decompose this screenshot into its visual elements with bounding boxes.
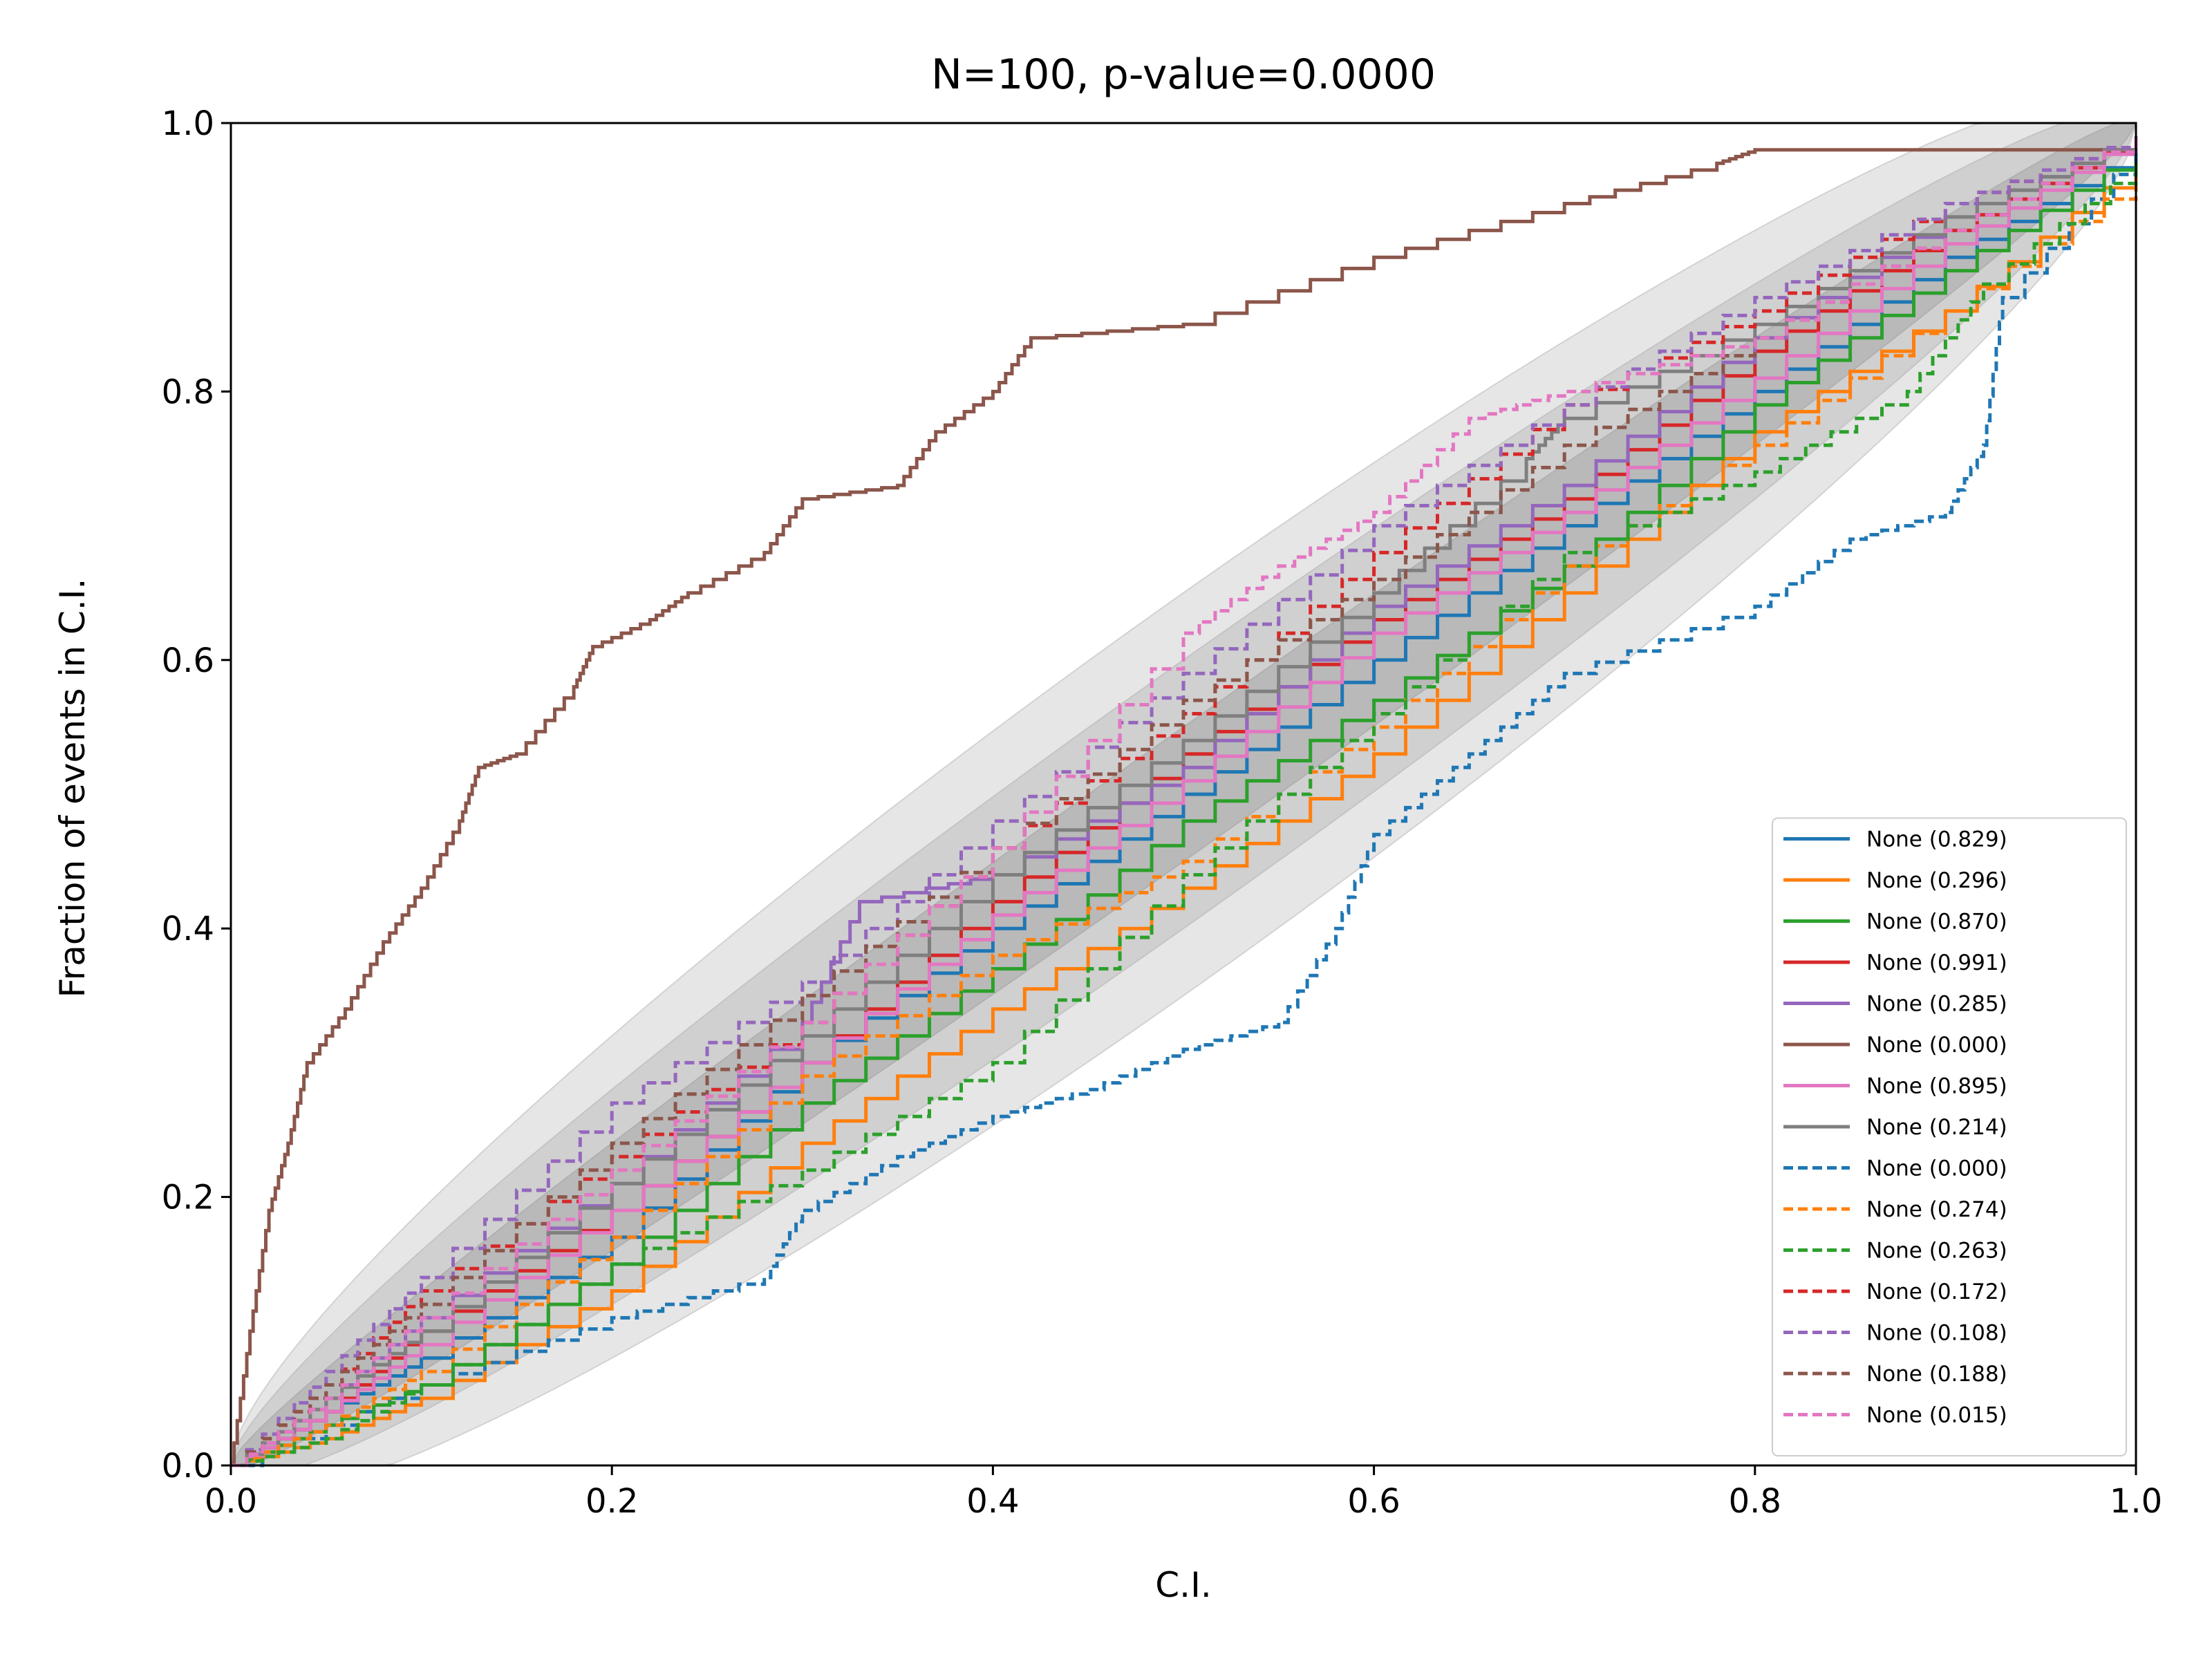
y-tick-label: 0.2 [162,1179,214,1217]
series-line-2 [231,163,2138,1468]
y-tick-label: 0.8 [162,373,214,411]
x-tick-label: 0.4 [966,1482,1019,1521]
y-tick-label: 0.0 [162,1447,214,1485]
y-tick-label: 1.0 [162,104,214,143]
series-line-11 [231,163,2138,1468]
legend-label-3: None (0.870) [1866,910,2007,935]
legend-label-5: None (0.285) [1866,992,2007,1017]
series-line-15 [231,136,2138,1468]
x-tick-label: 0.6 [1347,1482,1400,1521]
x-tick-label: 0.8 [1729,1482,1781,1521]
series-line-7 [231,136,2138,1468]
legend: None (0.829) None (0.296) None (0.870) None… [1772,817,2127,1456]
x-tick-label: 0.2 [585,1482,638,1521]
series-line-3 [231,149,2138,1468]
legend-label-13: None (0.108) [1866,1321,2007,1346]
x-axis-label: C.I. [1155,1565,1211,1605]
y-tick-label: 0.6 [162,641,214,680]
legend-label-9: None (0.000) [1866,1156,2007,1181]
y-axis-label: Fraction of events in C.I. [53,579,93,998]
y-axis-ticks: 0.0 0.2 0.4 0.6 0.8 1.0 [162,104,231,1485]
x-tick-label: 1.0 [2110,1482,2162,1521]
legend-label-14: None (0.188) [1866,1362,2007,1387]
y-tick-label: 0.4 [162,910,214,948]
series-line-6 [231,148,2136,1468]
legend-box [1772,817,2127,1456]
series-layer [231,136,2138,1468]
series-line-9 [231,149,2138,1468]
legend-label-6: None (0.000) [1866,1033,2007,1058]
legend-label-10: None (0.274) [1866,1197,2007,1222]
legend-label-11: None (0.263) [1866,1239,2007,1264]
legend-label-7: None (0.895) [1866,1074,2007,1099]
x-axis-ticks: 0.0 0.2 0.4 0.6 0.8 1.0 [205,1465,2162,1521]
series-line-10 [231,176,2138,1468]
chart-title: N=100, p-value=0.0000 [931,50,1436,99]
legend-label-4: None (0.991) [1866,950,2007,975]
plot-frame [229,122,2137,1467]
legend-label-12: None (0.172) [1866,1280,2007,1304]
legend-label-1: None (0.829) [1866,827,2007,852]
x-tick-label: 0.0 [205,1482,257,1521]
legend-label-15: None (0.015) [1866,1403,2007,1428]
legend-label-8: None (0.214) [1866,1115,2007,1140]
legend-label-2: None (0.296) [1866,868,2007,893]
